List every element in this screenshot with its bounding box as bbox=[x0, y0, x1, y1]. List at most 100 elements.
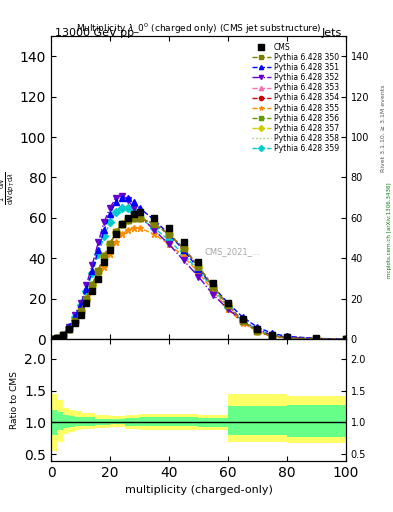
Pythia 6.428 355 bbox=[114, 239, 118, 245]
Pythia 6.428 356 bbox=[84, 296, 89, 302]
Pythia 6.428 353 bbox=[196, 264, 201, 270]
Pythia 6.428 355 bbox=[102, 264, 107, 270]
Pythia 6.428 350 bbox=[255, 328, 260, 334]
Pythia 6.428 350 bbox=[78, 308, 83, 314]
Pythia 6.428 352 bbox=[285, 334, 289, 340]
Pythia 6.428 351 bbox=[125, 195, 130, 201]
Pythia 6.428 358 bbox=[61, 332, 65, 338]
Pythia 6.428 356 bbox=[196, 264, 201, 270]
Pythia 6.428 354 bbox=[226, 302, 230, 308]
Line: CMS: CMS bbox=[48, 209, 349, 342]
Pythia 6.428 358 bbox=[72, 318, 77, 324]
Pythia 6.428 355 bbox=[55, 335, 59, 342]
Pythia 6.428 354 bbox=[131, 215, 136, 221]
Y-axis label: $\frac{1}{\mathrm{d}N}\frac{\mathrm{d}N}{\mathrm{d}p_T\,\mathrm{d}\lambda}$: $\frac{1}{\mathrm{d}N}\frac{\mathrm{d}N}… bbox=[0, 170, 17, 205]
CMS bbox=[102, 260, 107, 266]
Pythia 6.428 352 bbox=[49, 336, 53, 343]
Pythia 6.428 354 bbox=[343, 336, 348, 342]
Pythia 6.428 358 bbox=[211, 284, 216, 290]
Pythia 6.428 350 bbox=[125, 217, 130, 223]
Pythia 6.428 353 bbox=[84, 296, 89, 302]
Pythia 6.428 359 bbox=[343, 336, 348, 342]
Pythia 6.428 353 bbox=[66, 326, 71, 332]
Pythia 6.428 351 bbox=[241, 314, 245, 320]
Pythia 6.428 359 bbox=[119, 205, 124, 211]
Pythia 6.428 354 bbox=[314, 336, 319, 342]
CMS bbox=[114, 231, 118, 237]
Pythia 6.428 356 bbox=[72, 318, 77, 324]
Pythia 6.428 357 bbox=[125, 217, 130, 223]
Pythia 6.428 353 bbox=[108, 241, 112, 247]
Pythia 6.428 357 bbox=[61, 332, 65, 338]
Pythia 6.428 350 bbox=[285, 335, 289, 341]
Pythia 6.428 351 bbox=[72, 314, 77, 320]
Pythia 6.428 357 bbox=[314, 336, 319, 342]
Pythia 6.428 350 bbox=[314, 336, 319, 342]
CMS bbox=[270, 332, 275, 338]
Pythia 6.428 353 bbox=[96, 267, 101, 273]
Pythia 6.428 352 bbox=[196, 273, 201, 280]
Pythia 6.428 359 bbox=[96, 251, 101, 258]
Pythia 6.428 358 bbox=[196, 264, 201, 270]
Pythia 6.428 351 bbox=[61, 332, 65, 338]
Pythia 6.428 350 bbox=[61, 332, 65, 338]
Pythia 6.428 352 bbox=[152, 227, 156, 233]
CMS bbox=[90, 288, 95, 294]
Pythia 6.428 358 bbox=[343, 336, 348, 342]
Line: Pythia 6.428 355: Pythia 6.428 355 bbox=[48, 225, 349, 343]
Pythia 6.428 352 bbox=[102, 219, 107, 225]
Pythia 6.428 352 bbox=[72, 312, 77, 318]
Pythia 6.428 352 bbox=[182, 258, 186, 264]
Pythia 6.428 351 bbox=[78, 302, 83, 308]
CMS bbox=[84, 300, 89, 306]
Pythia 6.428 358 bbox=[78, 308, 83, 314]
CMS bbox=[182, 239, 186, 245]
Pythia 6.428 350 bbox=[211, 284, 216, 290]
Pythia 6.428 351 bbox=[167, 231, 171, 237]
Pythia 6.428 351 bbox=[255, 324, 260, 330]
Pythia 6.428 359 bbox=[72, 314, 77, 320]
Pythia 6.428 354 bbox=[49, 336, 53, 343]
Pythia 6.428 358 bbox=[84, 296, 89, 302]
Pythia 6.428 359 bbox=[137, 215, 142, 221]
Pythia 6.428 359 bbox=[108, 219, 112, 225]
Pythia 6.428 355 bbox=[72, 320, 77, 326]
Pythia 6.428 358 bbox=[226, 302, 230, 308]
Line: Pythia 6.428 356: Pythia 6.428 356 bbox=[48, 215, 349, 342]
Pythia 6.428 353 bbox=[49, 336, 53, 343]
Pythia 6.428 353 bbox=[152, 221, 156, 227]
Pythia 6.428 356 bbox=[226, 302, 230, 308]
Line: Pythia 6.428 354: Pythia 6.428 354 bbox=[48, 215, 349, 342]
Pythia 6.428 352 bbox=[114, 195, 118, 201]
Line: Pythia 6.428 351: Pythia 6.428 351 bbox=[48, 195, 349, 342]
Pythia 6.428 351 bbox=[211, 284, 216, 290]
Pythia 6.428 354 bbox=[285, 335, 289, 341]
Pythia 6.428 356 bbox=[270, 333, 275, 339]
Pythia 6.428 358 bbox=[137, 215, 142, 221]
Pythia 6.428 357 bbox=[78, 308, 83, 314]
Pythia 6.428 356 bbox=[343, 336, 348, 342]
Pythia 6.428 358 bbox=[270, 333, 275, 339]
Pythia 6.428 356 bbox=[102, 253, 107, 260]
Pythia 6.428 356 bbox=[49, 336, 53, 343]
Pythia 6.428 354 bbox=[72, 318, 77, 324]
Pythia 6.428 357 bbox=[49, 336, 53, 343]
Pythia 6.428 355 bbox=[108, 251, 112, 258]
CMS bbox=[196, 260, 201, 266]
Pythia 6.428 359 bbox=[285, 334, 289, 340]
Pythia 6.428 357 bbox=[196, 264, 201, 270]
Pythia 6.428 359 bbox=[78, 302, 83, 308]
Pythia 6.428 357 bbox=[84, 296, 89, 302]
Pythia 6.428 358 bbox=[108, 241, 112, 247]
Pythia 6.428 353 bbox=[125, 217, 130, 223]
Pythia 6.428 352 bbox=[78, 300, 83, 306]
Pythia 6.428 353 bbox=[182, 245, 186, 251]
Pythia 6.428 355 bbox=[314, 336, 319, 342]
Pythia 6.428 350 bbox=[49, 336, 53, 343]
Pythia 6.428 350 bbox=[66, 326, 71, 332]
Pythia 6.428 351 bbox=[182, 247, 186, 253]
Pythia 6.428 356 bbox=[108, 241, 112, 247]
Pythia 6.428 351 bbox=[96, 247, 101, 253]
Pythia 6.428 357 bbox=[108, 241, 112, 247]
Pythia 6.428 350 bbox=[96, 267, 101, 273]
